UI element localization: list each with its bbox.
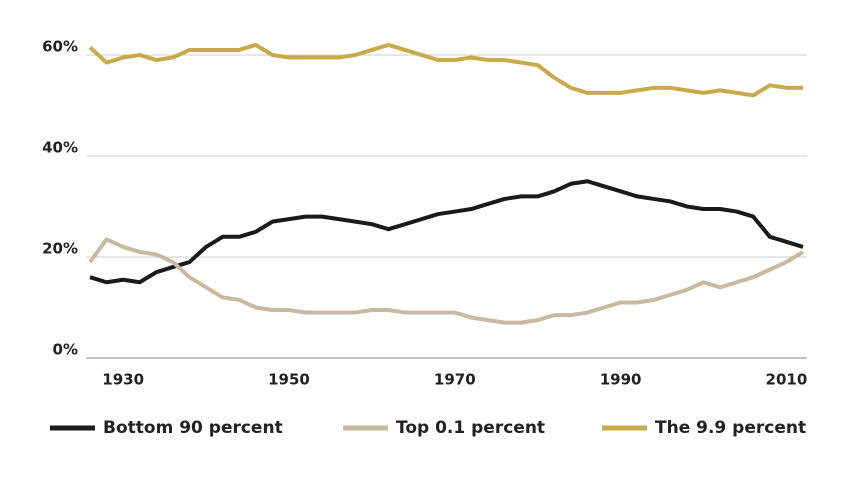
x-tick-label: 1950 bbox=[268, 371, 310, 389]
x-tick-label: 2010 bbox=[766, 371, 808, 389]
y-tick-label: 0% bbox=[53, 341, 78, 359]
x-tick-label: 1970 bbox=[434, 371, 476, 389]
series-line bbox=[88, 237, 805, 325]
series-line bbox=[89, 179, 804, 285]
x-tick-label: 1930 bbox=[102, 371, 144, 389]
legend-label: Top 0.1 percent bbox=[396, 418, 545, 438]
legend-label: Bottom 90 percent bbox=[103, 418, 283, 438]
y-tick-label: 40% bbox=[42, 139, 78, 157]
x-tick-label: 1990 bbox=[600, 371, 642, 389]
series-line bbox=[88, 42, 803, 98]
legend-label: The 9.9 percent bbox=[655, 418, 806, 438]
y-tick-label: 60% bbox=[42, 38, 78, 56]
y-tick-label: 20% bbox=[42, 240, 78, 258]
